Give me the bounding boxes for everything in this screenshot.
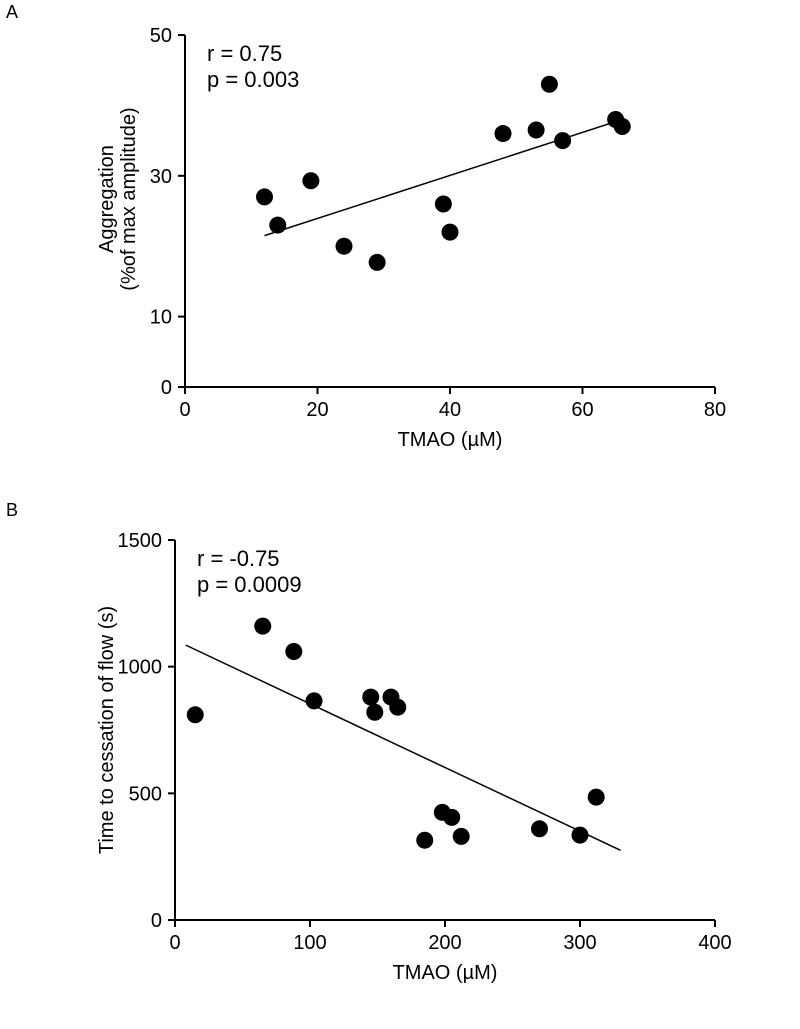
svg-text:1500: 1500	[118, 530, 163, 552]
svg-text:200: 200	[428, 932, 461, 954]
svg-text:300: 300	[563, 932, 596, 954]
svg-text:(%of max amplitude): (%of max amplitude)	[118, 107, 140, 290]
svg-text:80: 80	[704, 399, 726, 421]
svg-text:Aggregation: Aggregation	[96, 145, 118, 253]
panel-b-label: B	[6, 500, 18, 521]
svg-text:1000: 1000	[118, 657, 163, 679]
svg-text:10: 10	[150, 307, 172, 329]
svg-text:0: 0	[161, 377, 172, 399]
svg-text:60: 60	[571, 399, 593, 421]
panel-a-chart: 0 20 40 60 80 0 10 30 50 TMAO (µM) Aggregation(%of…	[55, 15, 755, 465]
panel-a-label: A	[6, 2, 18, 23]
svg-text:p = 0.003: p = 0.003	[207, 67, 299, 92]
svg-text:TMAO (µM): TMAO (µM)	[398, 429, 503, 451]
svg-text:Time to cessation of flow (s): Time to cessation of flow (s)	[96, 606, 118, 854]
svg-text:400: 400	[698, 932, 731, 954]
svg-text:50: 50	[150, 25, 172, 47]
svg-text:TMAO (µM): TMAO (µM)	[393, 962, 498, 984]
svg-text:r = 0.75: r = 0.75	[207, 41, 282, 66]
panel-a-svg: 0 20 40 60 80 0 10 30 50 TMAO (µM) Aggregation(%of…	[55, 15, 755, 465]
svg-text:p = 0.0009: p = 0.0009	[197, 572, 302, 597]
svg-text:100: 100	[293, 932, 326, 954]
svg-text:40: 40	[439, 399, 461, 421]
panel-b-svg: 0 100 200 300 400 0 500 1000 1500 TMAO (µM) Time t…	[55, 520, 755, 1000]
panel-b-chart: 0 100 200 300 400 0 500 1000 1500 TMAO (µM) Time t…	[55, 520, 755, 1000]
figure: A 0 20 40 60 80 0 10 30 50 TMAO (µM) Aggregation(%…	[0, 0, 800, 1029]
svg-text:r = -0.75: r = -0.75	[197, 546, 280, 571]
svg-text:0: 0	[179, 399, 190, 421]
svg-text:0: 0	[169, 932, 180, 954]
svg-text:30: 30	[150, 166, 172, 188]
svg-text:20: 20	[306, 399, 328, 421]
svg-text:0: 0	[151, 910, 162, 932]
svg-text:500: 500	[129, 783, 162, 805]
